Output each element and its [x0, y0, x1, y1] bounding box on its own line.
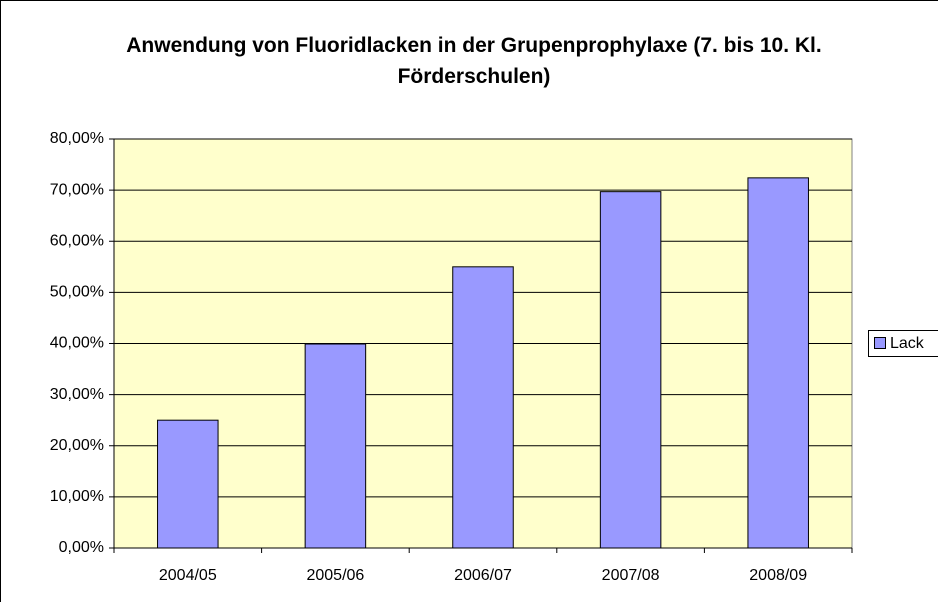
y-tick-label: 40,00% — [50, 335, 104, 352]
y-tick-label: 30,00% — [50, 386, 104, 403]
legend-swatch — [874, 337, 886, 349]
bar — [304, 343, 367, 549]
y-tick-label: 70,00% — [50, 181, 104, 198]
bar — [452, 266, 514, 549]
x-tick-label: 2005/06 — [306, 567, 364, 584]
y-tick-label: 10,00% — [50, 488, 104, 505]
y-tick-label: 80,00% — [50, 130, 104, 147]
y-tick-label: 0,00% — [59, 539, 104, 556]
bar — [157, 419, 219, 549]
chart-title: Anwendung von Fluoridlacken in der Grupe… — [126, 34, 822, 88]
x-tick-label: 2007/08 — [602, 567, 660, 584]
x-tick-label: 2008/09 — [749, 567, 807, 584]
bar — [747, 177, 809, 549]
x-tick-label: 2004/05 — [159, 567, 217, 584]
y-tick-label: 50,00% — [50, 284, 104, 301]
y-tick-label: 60,00% — [50, 232, 104, 249]
x-tick-label: 2006/07 — [454, 567, 512, 584]
legend-label: Lack — [890, 335, 925, 352]
y-tick-label: 20,00% — [50, 437, 104, 454]
bar — [599, 191, 662, 549]
